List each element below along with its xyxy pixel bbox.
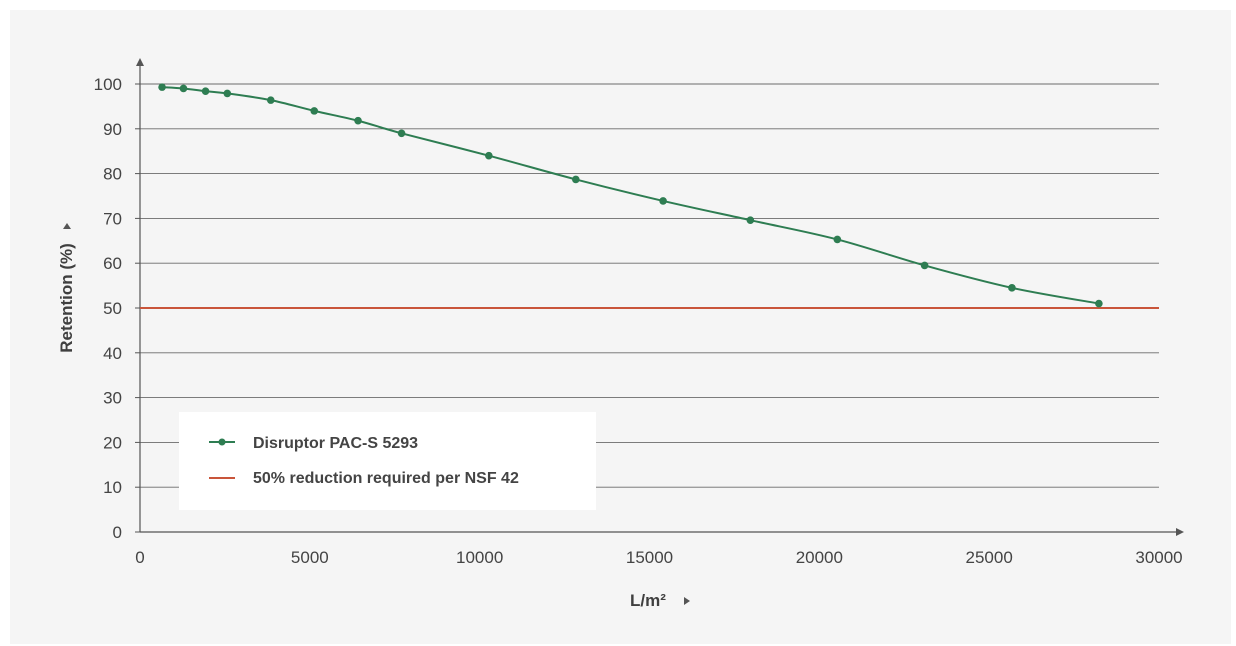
data-point-retention bbox=[833, 235, 842, 244]
x-tick-label: 15000 bbox=[626, 548, 673, 567]
y-tick-label: 60 bbox=[103, 254, 122, 273]
data-point-retention bbox=[746, 216, 755, 224]
data-point-retention bbox=[920, 261, 929, 270]
x-tick-label: 5000 bbox=[291, 548, 329, 567]
x-axis-arrow-icon bbox=[1176, 528, 1184, 536]
y-tick-label: 20 bbox=[103, 433, 122, 452]
series-layer bbox=[140, 83, 1159, 309]
y-axis-title: Retention (%) bbox=[57, 243, 76, 353]
data-point-retention bbox=[310, 107, 319, 115]
axes bbox=[136, 58, 1184, 536]
legend-box bbox=[179, 412, 596, 510]
legend-label-nsf42: 50% reduction required per NSF 42 bbox=[253, 470, 519, 487]
data-point-retention bbox=[571, 175, 580, 184]
data-point-retention bbox=[1008, 284, 1016, 292]
data-point-retention bbox=[1095, 299, 1103, 308]
x-axis-title-arrow-icon bbox=[684, 597, 690, 605]
data-point-retention bbox=[397, 129, 406, 138]
legend-marker-retention bbox=[218, 438, 226, 446]
x-tick-labels: 0 5000 10000 15000 20000 25000 30000 bbox=[135, 548, 1182, 567]
x-tick-label: 30000 bbox=[1135, 548, 1182, 567]
x-tick-label: 25000 bbox=[966, 548, 1013, 567]
legend: Disruptor PAC-S 5293 50% reduction requi… bbox=[179, 412, 596, 510]
chart-panel bbox=[10, 10, 1231, 644]
y-axis-arrow-icon bbox=[136, 58, 144, 66]
y-tick-label: 0 bbox=[113, 523, 122, 542]
legend-label-retention: Disruptor PAC-S 5293 bbox=[253, 435, 418, 452]
x-axis-title: L/m² bbox=[630, 591, 666, 610]
y-tick-label: 30 bbox=[103, 389, 122, 408]
data-point-retention bbox=[354, 116, 362, 125]
series-line-retention bbox=[162, 86, 1100, 305]
data-point-retention bbox=[659, 197, 667, 205]
y-tick-label: 100 bbox=[94, 75, 122, 94]
data-point-retention bbox=[158, 83, 166, 91]
y-tick-label: 40 bbox=[103, 344, 122, 363]
x-tick-label: 0 bbox=[135, 548, 144, 567]
y-tick-label: 10 bbox=[103, 478, 122, 497]
y-tick-label: 70 bbox=[103, 209, 122, 228]
data-point-retention bbox=[266, 96, 275, 104]
y-tick-labels: 0 10 20 30 40 50 60 70 80 90 100 bbox=[94, 75, 122, 542]
data-point-retention bbox=[179, 84, 188, 93]
x-tick-label: 10000 bbox=[456, 548, 503, 567]
data-point-retention bbox=[201, 87, 210, 95]
y-tick-label: 90 bbox=[103, 120, 122, 139]
y-tick-label: 50 bbox=[103, 299, 122, 318]
data-point-retention bbox=[223, 89, 232, 98]
y-axis-title-arrow-icon bbox=[63, 223, 71, 229]
data-point-retention bbox=[485, 151, 493, 160]
x-tick-label: 20000 bbox=[796, 548, 843, 567]
y-tick-label: 80 bbox=[103, 165, 122, 184]
